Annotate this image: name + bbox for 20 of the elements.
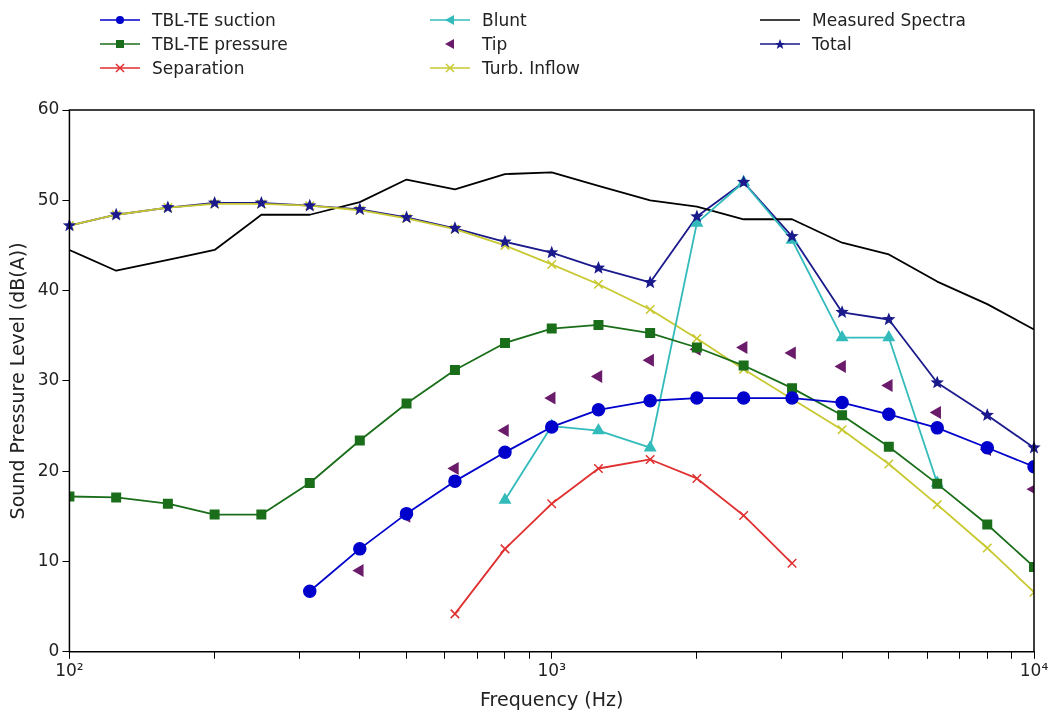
y-tick-label: 0 (48, 640, 60, 661)
legend-label: Tip (482, 34, 508, 54)
legend-label: Separation (152, 58, 245, 78)
legend-label: Total (812, 34, 852, 54)
legend-label: TBL-TE pressure (152, 34, 288, 54)
legend-label: Measured Spectra (812, 10, 966, 30)
y-tick-label: 20 (37, 459, 60, 480)
x-tick-label: 10³ (537, 660, 566, 681)
x-tick-label: 10² (55, 660, 84, 681)
y-tick-label: 40 (37, 279, 60, 300)
y-tick-label: 10 (37, 549, 60, 570)
x-axis-title: Frequency (Hz) (480, 687, 624, 710)
x-tick-label: 10⁴ (1019, 660, 1049, 681)
legend-label: Blunt (482, 10, 527, 30)
y-tick-label: 30 (37, 369, 60, 390)
y-axis-title: Sound Pressure Level (dB(A)) (6, 242, 29, 520)
legend-label: Turb. Inflow (482, 58, 580, 78)
y-tick-label: 50 (37, 188, 60, 209)
y-tick-label: 60 (37, 98, 60, 119)
legend-label: TBL-TE suction (152, 10, 276, 30)
